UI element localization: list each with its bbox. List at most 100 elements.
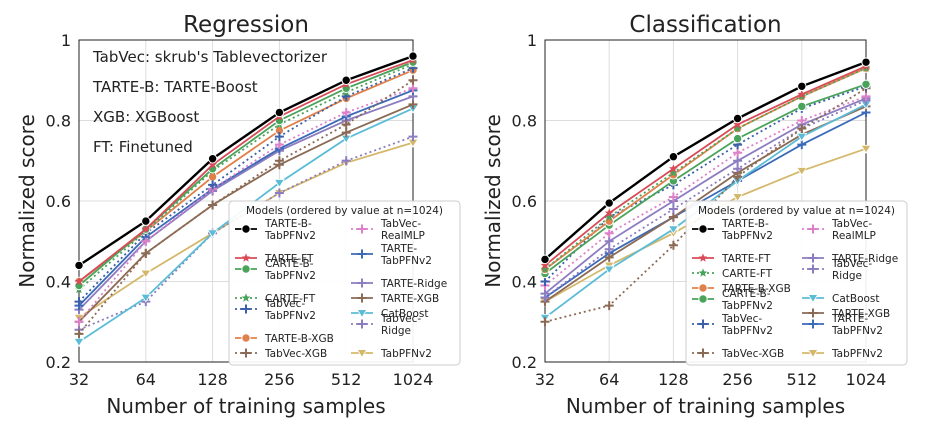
- series-tarte-b-tabpfnv2: [74, 51, 418, 271]
- legend-entry: TabVec-RealMLP: [802, 218, 876, 242]
- y-tick-label: 0.4: [512, 273, 537, 292]
- data-point: [208, 160, 217, 169]
- data-point: [668, 212, 678, 222]
- legend-label-line: TabPFNv2: [721, 230, 773, 242]
- x-axis-label: Number of training samples: [566, 394, 845, 418]
- legend-label: TARTE-B-TabPFNv2: [721, 218, 773, 242]
- legend: Models (ordered by value at n=1024)TARTE…: [685, 200, 908, 366]
- data-point: [408, 132, 418, 142]
- data-point: [604, 252, 614, 262]
- data-point: [733, 148, 743, 158]
- legend-label-line: RealMLP: [832, 230, 876, 242]
- legend-label: TARTE-TabPFNv2: [831, 313, 883, 337]
- series-line: [544, 97, 867, 295]
- legend-label-line: CARTE-B-: [265, 258, 314, 270]
- data-point: [604, 208, 614, 217]
- data-point: [141, 216, 151, 226]
- data-point: [141, 236, 151, 246]
- legend-label: TabVec-TabPFNv2: [721, 313, 773, 337]
- legend-swatch-marker: [807, 349, 819, 359]
- legend-title: Models (ordered by value at n=1024): [246, 205, 443, 217]
- data-point: [861, 79, 871, 89]
- data-point: [540, 289, 550, 299]
- legend-label: TabPFNv2: [380, 348, 432, 360]
- legend-label: TARTE-XGB: [380, 293, 439, 305]
- data-point: [667, 225, 679, 235]
- data-point: [604, 228, 614, 238]
- data-point: [733, 123, 742, 133]
- legend-swatch-marker: [357, 293, 367, 303]
- legend-label: CARTE-B-TabPFNv2: [721, 288, 773, 312]
- legend-label-line: TabPFNv2: [380, 255, 432, 267]
- y-axis-label: Normalized score: [15, 114, 39, 288]
- data-point: [668, 240, 678, 250]
- legend-entry: TabVec-TabPFNv2: [692, 313, 773, 337]
- legend-swatch-marker: [241, 253, 251, 262]
- legend-entry: TabVec-Ridge: [802, 258, 872, 282]
- x-tick-label: 1024: [846, 370, 887, 389]
- x-tick-label: 64: [599, 370, 619, 389]
- legend-swatch-marker: [357, 278, 367, 288]
- legend-label-line: TabPFNv2: [264, 310, 316, 322]
- legend-entry: TARTE-B-TabPFNv2: [692, 218, 773, 242]
- series-line: [78, 67, 414, 303]
- legend-swatch-marker: [808, 253, 818, 263]
- y-axis-label: Normalized score: [481, 114, 505, 288]
- legend-entry: TARTE-Ridge: [351, 278, 447, 290]
- legend-entry: TARTE-TabPFNv2: [351, 243, 432, 267]
- legend-swatch-marker: [357, 249, 367, 259]
- data-point: [141, 224, 151, 233]
- series-line: [78, 89, 414, 307]
- legend-swatch-marker: [698, 319, 708, 329]
- legend-label-line: TabVec-: [380, 218, 421, 230]
- legend-label: TabVec-TabPFNv2: [264, 298, 316, 322]
- data-point: [274, 132, 284, 142]
- legend-label-line: TabPFNv2: [721, 325, 773, 337]
- series-line: [544, 67, 867, 271]
- legend-entry: CARTE-FT: [692, 268, 773, 280]
- annotation-text: TabVec: skrub's Tablevectorizer: [92, 48, 328, 66]
- y-tick-label: 1: [61, 31, 71, 50]
- annotation-text: XGB: XGBoost: [93, 108, 199, 126]
- legend: Models (ordered by value at n=1024)TARTE…: [228, 200, 461, 366]
- legend-label: TabVec-Ridge: [380, 313, 421, 337]
- x-tick-label: 128: [197, 370, 228, 389]
- legend-label: TARTE-FT: [264, 253, 314, 265]
- legend-label-line: RealMLP: [381, 230, 425, 242]
- legend-label: TabVec-XGB: [264, 348, 327, 360]
- legend-swatch-marker: [698, 348, 708, 358]
- x-tick-label: 32: [535, 370, 555, 389]
- data-point: [73, 338, 85, 347]
- data-point: [408, 99, 418, 109]
- legend-swatch-marker: [698, 224, 708, 234]
- y-tick-label: 0.2: [46, 353, 71, 372]
- legend-label-line: TARTE-: [380, 243, 417, 255]
- data-point: [74, 317, 84, 327]
- legend-label: TARTE-B-TabPFNv2: [264, 218, 316, 242]
- legend-entry: TARTE-Ridge: [802, 253, 898, 265]
- series-line: [544, 95, 867, 287]
- data-point: [732, 113, 743, 124]
- legend-swatch-marker: [241, 304, 251, 314]
- legend-label: CatBoost: [381, 308, 429, 320]
- data-point: [207, 154, 218, 164]
- legend-label-line: TARTE-Ridge: [831, 253, 898, 265]
- data-point: [540, 317, 550, 327]
- data-point: [540, 260, 550, 270]
- y-tick-label: 0.6: [46, 192, 71, 211]
- legend-label-line: CARTE-B-: [722, 288, 771, 300]
- series-tarte-b-tabpfnv2: [540, 57, 871, 265]
- legend-entry: CatBoost: [351, 308, 429, 320]
- legend-label: TARTE-B-XGB: [264, 333, 334, 345]
- legend-label: TARTE-XGB: [831, 308, 890, 320]
- y-tick-label: 0.8: [512, 112, 537, 131]
- legend-label-line: TabVec-: [380, 313, 421, 325]
- legend-label-line: TabPFNv2: [264, 270, 316, 282]
- data-point: [540, 254, 550, 265]
- legend-swatch-marker: [241, 348, 251, 358]
- legend-swatch-marker: [241, 264, 251, 274]
- legend-label: TARTE-Ridge: [831, 253, 898, 265]
- legend-label-line: TARTE-B-: [721, 218, 769, 230]
- legend-entry: CARTE-B-TabPFNv2: [235, 258, 316, 282]
- legend-label: TabPFNv2: [831, 348, 883, 360]
